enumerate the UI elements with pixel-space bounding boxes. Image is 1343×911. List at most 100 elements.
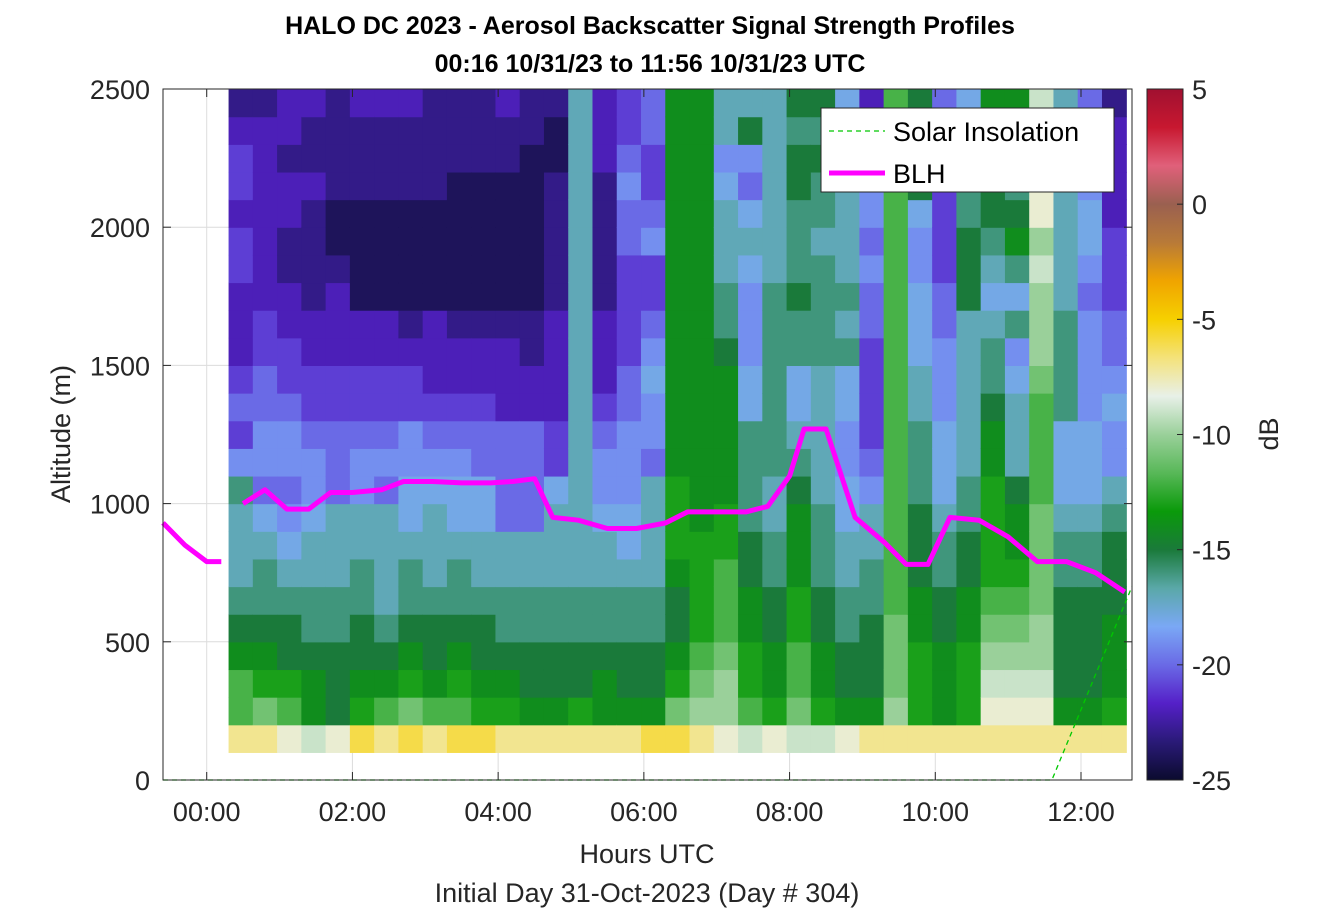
heatmap-cell bbox=[374, 503, 400, 532]
heatmap-cell bbox=[277, 337, 302, 366]
heatmap-cell bbox=[1101, 614, 1127, 643]
heatmap-cell bbox=[349, 337, 375, 366]
heatmap-cell bbox=[543, 144, 569, 173]
heatmap-cell bbox=[689, 697, 715, 726]
heatmap-cell bbox=[592, 199, 618, 228]
colorbar-tick-label: -20 bbox=[1192, 651, 1231, 681]
heatmap-cell bbox=[1101, 199, 1127, 228]
heatmap-cell bbox=[568, 171, 594, 201]
heatmap-cell bbox=[1004, 503, 1030, 532]
heatmap-cell bbox=[956, 282, 982, 311]
heatmap-cell bbox=[592, 89, 618, 118]
heatmap-cell bbox=[907, 724, 933, 753]
heatmap-cell bbox=[907, 586, 933, 615]
heatmap-cell bbox=[859, 310, 885, 339]
heatmap-cell bbox=[907, 393, 933, 422]
heatmap-cell bbox=[228, 420, 254, 449]
heatmap-cell bbox=[1004, 724, 1030, 753]
heatmap-cell bbox=[543, 199, 569, 228]
heatmap-cell bbox=[835, 254, 860, 284]
heatmap-cell bbox=[277, 614, 302, 643]
heatmap-cell bbox=[398, 254, 424, 284]
heatmap-cell bbox=[859, 558, 885, 588]
heatmap-cell bbox=[446, 144, 472, 173]
heatmap-cell bbox=[713, 531, 739, 560]
heatmap-cell bbox=[519, 697, 545, 726]
heatmap-cell bbox=[616, 254, 642, 284]
heatmap-cell bbox=[1053, 669, 1079, 698]
heatmap-cell bbox=[277, 89, 302, 118]
heatmap-cell bbox=[907, 669, 933, 698]
heatmap-cell bbox=[762, 724, 788, 753]
heatmap-cell bbox=[713, 393, 739, 422]
y-axis-ticks: 0 500 1000 1500 2000 2500 bbox=[90, 75, 1132, 796]
heatmap-cell bbox=[349, 116, 375, 145]
heatmap-cell bbox=[616, 310, 642, 339]
heatmap-cell bbox=[810, 641, 836, 671]
heatmap-cell bbox=[859, 337, 885, 366]
heatmap-cell bbox=[252, 669, 278, 698]
heatmap-cell bbox=[665, 531, 691, 560]
heatmap-cell bbox=[1077, 641, 1103, 671]
heatmap-cell bbox=[519, 669, 545, 698]
heatmap-cell bbox=[713, 144, 739, 173]
heatmap-cell bbox=[519, 365, 545, 394]
heatmap-cell bbox=[543, 116, 569, 145]
heatmap-cell bbox=[277, 448, 302, 477]
heatmap-cell bbox=[471, 282, 497, 311]
heatmap-cell bbox=[592, 586, 618, 615]
y-axis-label: Altitude (m) bbox=[46, 365, 76, 503]
heatmap-cell bbox=[1077, 337, 1103, 366]
heatmap-cell bbox=[495, 282, 521, 311]
heatmap-cell bbox=[252, 558, 278, 588]
heatmap-cell bbox=[228, 558, 254, 588]
heatmap-cell bbox=[883, 199, 909, 228]
heatmap-cell bbox=[495, 448, 521, 477]
heatmap-cell bbox=[641, 365, 666, 394]
heatmap-cell bbox=[713, 724, 739, 753]
heatmap-cell bbox=[471, 420, 497, 449]
heatmap-cell bbox=[616, 724, 642, 753]
heatmap-cell bbox=[1053, 531, 1079, 560]
heatmap-cell bbox=[374, 697, 400, 726]
heatmap-cell bbox=[616, 199, 642, 228]
heatmap-cell bbox=[641, 558, 666, 588]
heatmap-cell bbox=[762, 393, 788, 422]
heatmap-cell bbox=[228, 724, 254, 753]
heatmap-cell bbox=[471, 724, 497, 753]
heatmap-cell bbox=[665, 254, 691, 284]
heatmap-cell bbox=[641, 199, 666, 228]
heatmap-cell bbox=[519, 641, 545, 671]
heatmap-cell bbox=[762, 116, 788, 145]
heatmap-cell bbox=[568, 254, 594, 284]
heatmap-cell bbox=[446, 89, 472, 118]
heatmap-cell bbox=[641, 614, 666, 643]
heatmap-cell bbox=[325, 337, 351, 366]
heatmap-cell bbox=[592, 365, 618, 394]
heatmap-cell bbox=[616, 337, 642, 366]
heatmap-cell bbox=[252, 420, 278, 449]
heatmap-cell bbox=[228, 282, 254, 311]
heatmap-cell bbox=[374, 641, 400, 671]
heatmap-cell bbox=[859, 669, 885, 698]
heatmap-cell bbox=[956, 475, 982, 505]
heatmap-cell bbox=[641, 310, 666, 339]
heatmap-cell bbox=[786, 282, 812, 311]
heatmap-cell bbox=[446, 669, 472, 698]
heatmap-cell bbox=[519, 227, 545, 256]
heatmap-cell bbox=[689, 558, 715, 588]
colorbar-tick-label: 0 bbox=[1192, 190, 1207, 220]
heatmap-cell bbox=[883, 337, 909, 366]
heatmap-cell bbox=[446, 558, 472, 588]
heatmap-cell bbox=[810, 586, 836, 615]
heatmap-cell bbox=[301, 282, 327, 311]
heatmap-cell bbox=[883, 641, 909, 671]
heatmap-cell bbox=[1101, 310, 1127, 339]
heatmap-cell bbox=[277, 586, 302, 615]
heatmap-cell bbox=[835, 282, 860, 311]
heatmap-cell bbox=[568, 199, 594, 228]
heatmap-cell bbox=[835, 531, 860, 560]
heatmap-cell bbox=[495, 227, 521, 256]
heatmap-cell bbox=[665, 199, 691, 228]
heatmap-cell bbox=[641, 227, 666, 256]
